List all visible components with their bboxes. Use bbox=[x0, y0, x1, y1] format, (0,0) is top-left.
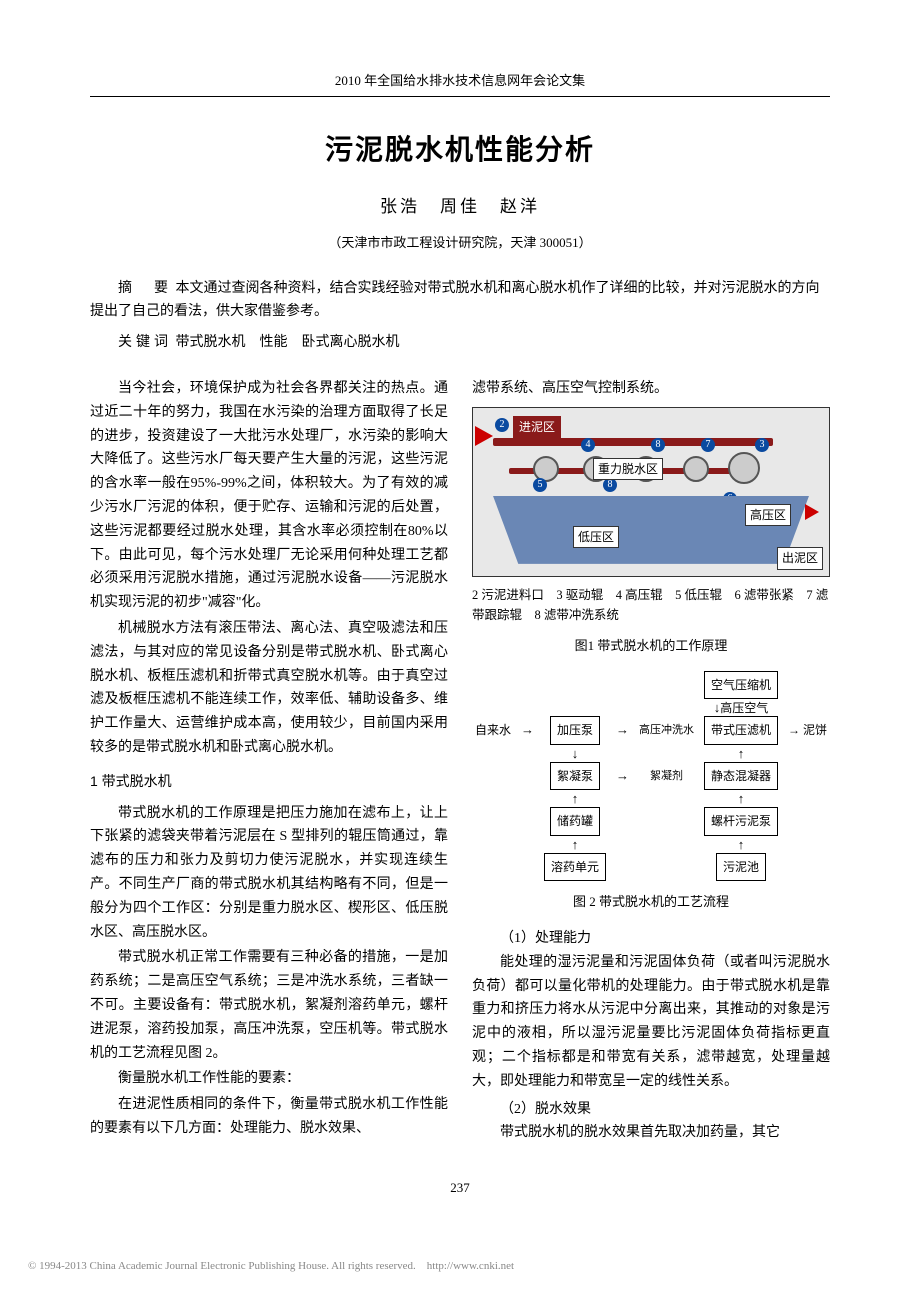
sub-2-text: 带式脱水机的脱水效果首先取决加药量，其它 bbox=[472, 1121, 830, 1145]
down-arrow-icon-2: ↓ bbox=[572, 747, 579, 760]
intro-para-1: 当今社会，环境保护成为社会各界都关注的热点。通过近二十年的努力，我国在水污染的治… bbox=[90, 377, 448, 615]
keywords-block: 关键词 带式脱水机 性能 卧式离心脱水机 bbox=[90, 330, 830, 355]
up-arrow-icon-5: ↑ bbox=[738, 838, 745, 851]
running-header: 2010 年全国给水排水技术信息网年会论文集 bbox=[90, 70, 830, 97]
down-arrow-icon: ↓高压空气 bbox=[714, 701, 769, 714]
sub-2-title: （2）脱水效果 bbox=[472, 1098, 830, 1122]
right-column: 滤带系统、高压空气控制系统。 2 进泥区 4 8 7 3 5 6 8 bbox=[472, 377, 830, 1147]
node-tank: 储药罐 bbox=[550, 807, 600, 835]
label-hp-wash: 高压冲洗水 bbox=[639, 721, 694, 740]
node-cake: → 泥饼 bbox=[788, 720, 827, 740]
sec1-para-1: 带式脱水机的工作原理是把压力施加在滤布上，让上下张紧的滤袋夹带着污泥层在 S 型… bbox=[90, 802, 448, 945]
node-tap: 自来水 bbox=[475, 720, 511, 740]
figure-1-legend: 2 污泥进料口 3 驱动辊 4 高压辊 5 低压辊 6 滤带张紧 7 滤带跟踪辊… bbox=[472, 585, 830, 625]
up-arrow-icon-2: ↑ bbox=[572, 792, 579, 805]
roller-5 bbox=[728, 452, 760, 484]
node-pool: 污泥池 bbox=[716, 853, 766, 881]
badge-8a: 8 bbox=[651, 438, 665, 452]
up-arrow-icon-3: ↑ bbox=[738, 792, 745, 805]
paper-title: 污泥脱水机性能分析 bbox=[90, 127, 830, 175]
badge-3: 3 bbox=[755, 438, 769, 452]
zone-outlet: 出泥区 bbox=[777, 547, 823, 569]
abstract-label: 摘 要 bbox=[118, 279, 172, 295]
badge-2: 2 bbox=[495, 418, 509, 432]
node-dose: 溶药单元 bbox=[544, 853, 606, 881]
node-mixer: 静态混凝器 bbox=[704, 762, 778, 790]
sub-1-text: 能处理的湿污泥量和污泥固体负荷（或者叫污泥脱水负荷）都可以量化带机的处理能力。由… bbox=[472, 951, 830, 1094]
factors-text: 在进泥性质相同的条件下，衡量带式脱水机工作性能的要素有以下几方面：处理能力、脱水… bbox=[90, 1093, 448, 1141]
section-1-heading: 1 带式脱水机 bbox=[90, 770, 448, 794]
up-arrow-icon: ↑ bbox=[738, 747, 745, 760]
badge-7: 7 bbox=[701, 438, 715, 452]
keywords-text: 带式脱水机 性能 卧式离心脱水机 bbox=[176, 335, 400, 350]
two-column-body: 当今社会，环境保护成为社会各界都关注的热点。通过近二十年的努力，我国在水污染的治… bbox=[90, 377, 830, 1147]
zone-highp: 高压区 bbox=[745, 504, 791, 526]
sub-1-title: （1）处理能力 bbox=[472, 927, 830, 951]
roller-4 bbox=[683, 456, 709, 482]
badge-4: 4 bbox=[581, 438, 595, 452]
right-arrow-icon-2: → bbox=[616, 719, 629, 741]
right-continuation: 滤带系统、高压空气控制系统。 bbox=[472, 377, 830, 401]
right-arrow-icon-3: → bbox=[616, 765, 629, 787]
node-press: 带式压滤机 bbox=[704, 716, 778, 744]
node-pump: 加压泵 bbox=[550, 716, 600, 744]
outlet-arrow-icon bbox=[805, 504, 819, 520]
page-number: 237 bbox=[90, 1177, 830, 1199]
left-column: 当今社会，环境保护成为社会各界都关注的热点。通过近二十年的努力，我国在水污染的治… bbox=[90, 377, 448, 1147]
up-arrow-icon-4: ↑ bbox=[572, 838, 579, 851]
factors-heading: 衡量脱水机工作性能的要素： bbox=[90, 1067, 448, 1091]
keywords-label: 关键词 bbox=[118, 333, 172, 349]
right-arrow-icon: → bbox=[521, 719, 534, 741]
label-hp-air: 高压空气 bbox=[720, 701, 768, 715]
node-floc-pump: 絮凝泵 bbox=[550, 762, 600, 790]
zone-gravity: 重力脱水区 bbox=[593, 458, 663, 480]
badge-5: 5 bbox=[533, 478, 547, 492]
publisher-footer: © 1994-2013 China Academic Journal Elect… bbox=[0, 1239, 920, 1294]
sec1-para-2: 带式脱水机正常工作需要有三种必备的措施，一是加药系统；二是高压空气系统；三是冲洗… bbox=[90, 946, 448, 1065]
figure-1-diagram: 2 进泥区 4 8 7 3 5 6 8 重力脱水区 楔形区 低压区 bbox=[472, 407, 830, 577]
label-floc: 絮凝剂 bbox=[650, 767, 683, 786]
intro-para-2: 机械脱水方法有滚压带法、离心法、真空吸滤法和压滤法，与其对应的常见设备分别是带式… bbox=[90, 617, 448, 760]
figure-2-caption: 图 2 带式脱水机的工艺流程 bbox=[472, 891, 830, 913]
zone-inlet: 进泥区 bbox=[513, 416, 561, 438]
zone-lowp: 低压区 bbox=[573, 526, 619, 548]
node-compressor: 空气压缩机 bbox=[704, 671, 778, 699]
affiliation-line: （天津市市政工程设计研究院，天津 300051） bbox=[90, 232, 830, 254]
figure-1-caption: 图1 带式脱水机的工作原理 bbox=[472, 635, 830, 657]
page: 2010 年全国给水排水技术信息网年会论文集 污泥脱水机性能分析 张浩 周佳 赵… bbox=[0, 0, 920, 1239]
upper-belt bbox=[493, 438, 773, 446]
figure-2-flowchart: 空气压缩机 ↓高压空气 自来水 → 加压泵 → 高压冲洗水 带式压滤机 → 泥饼… bbox=[472, 671, 830, 881]
inlet-arrow-icon bbox=[475, 426, 493, 446]
node-screw: 螺杆污泥泵 bbox=[704, 807, 778, 835]
abstract-block: 摘 要 本文通过查阅各种资料，结合实践经验对带式脱水机和离心脱水机作了详细的比较… bbox=[90, 276, 830, 325]
authors-line: 张浩 周佳 赵洋 bbox=[90, 193, 830, 222]
abstract-text: 本文通过查阅各种资料，结合实践经验对带式脱水机和离心脱水机作了详细的比较，并对污… bbox=[90, 281, 820, 320]
